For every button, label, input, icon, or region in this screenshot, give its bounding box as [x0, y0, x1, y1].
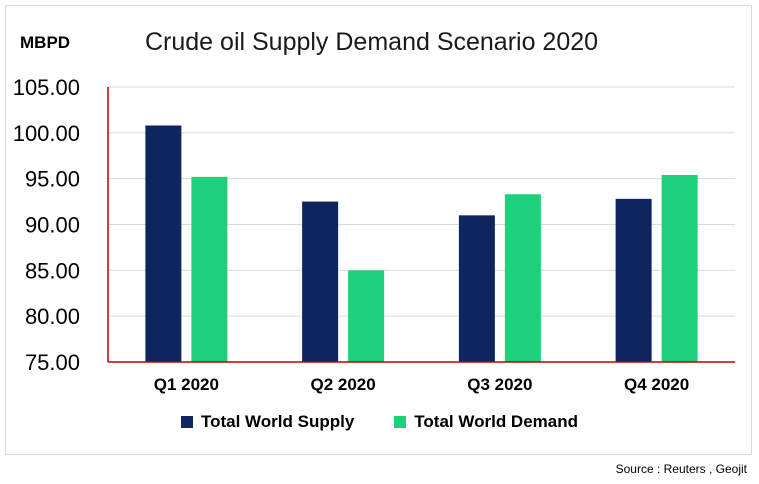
legend-item-demand: Total World Demand: [394, 412, 578, 432]
y-axis-ticks: 75.00 80.00 85.00 90.00 95.00 100.00 105.00: [13, 75, 80, 375]
bar-supply-4: [615, 198, 652, 362]
bar-demand-4: [661, 175, 698, 362]
legend-label-demand: Total World Demand: [414, 412, 579, 431]
y-tick-label: 95.00: [25, 167, 80, 192]
y-tick-label: 85.00: [25, 258, 80, 283]
source-note: Source : Reuters , Geojit: [615, 462, 747, 476]
bar-demand-2: [348, 270, 385, 362]
legend-item-supply: Total World Supply: [180, 412, 355, 432]
x-tick-label: Q2 2020: [311, 375, 376, 394]
legend-swatch-supply: [180, 416, 193, 428]
bar-demand-1: [191, 176, 228, 362]
legend: Total World Supply Total World Demand: [0, 412, 759, 432]
y-tick-label: 90.00: [25, 213, 80, 238]
bars: [145, 125, 698, 362]
x-tick-label: Q3 2020: [467, 375, 532, 394]
y-tick-label: 100.00: [13, 121, 80, 146]
bar-demand-3: [504, 194, 541, 362]
legend-swatch-demand: [394, 416, 407, 428]
x-tick-label: Q4 2020: [624, 375, 689, 394]
bar-supply-2: [302, 201, 339, 362]
bar-supply-3: [458, 215, 495, 362]
y-tick-label: 105.00: [13, 75, 80, 100]
legend-label-supply: Total World Supply: [200, 412, 355, 431]
x-tick-label: Q1 2020: [154, 375, 219, 394]
y-tick-label: 75.00: [25, 350, 80, 375]
bar-supply-1: [145, 125, 182, 362]
chart-title: Crude oil Supply Demand Scenario 2020: [145, 28, 599, 56]
y-axis-unit-label: MBPD: [20, 33, 71, 52]
y-tick-label: 80.00: [25, 304, 80, 329]
x-axis-ticks: Q1 2020 Q2 2020 Q3 2020 Q4 2020: [154, 375, 689, 394]
